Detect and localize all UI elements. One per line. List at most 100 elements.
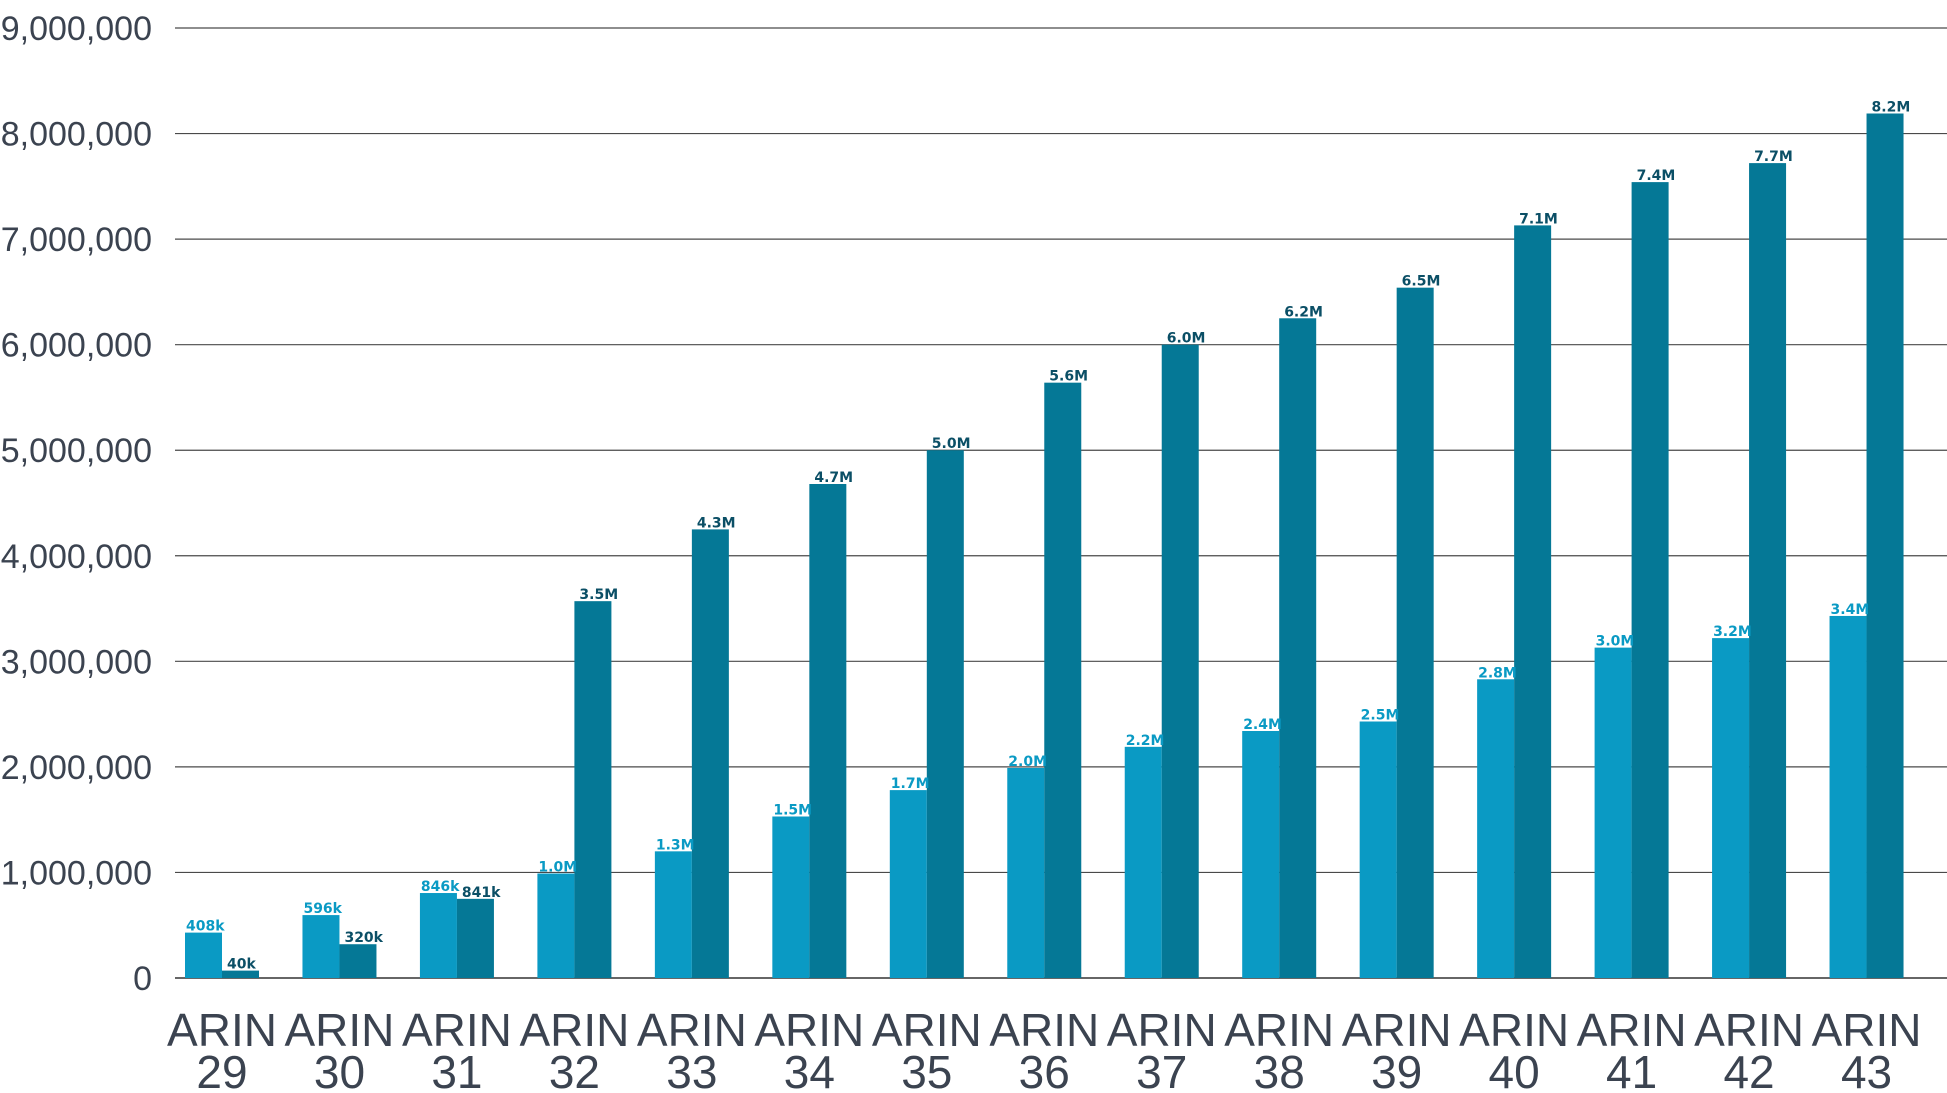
x-tick-label: 29 bbox=[196, 1046, 247, 1093]
y-tick-label: 2,000,000 bbox=[1, 749, 152, 787]
bar-series-1 bbox=[654, 851, 692, 978]
bar-series-1 bbox=[889, 790, 927, 978]
x-tick-label: 39 bbox=[1371, 1046, 1422, 1093]
x-tick-label: ARIN bbox=[285, 1004, 395, 1056]
bar-series-1 bbox=[302, 915, 340, 978]
data-label: 8.2M bbox=[1872, 100, 1911, 116]
bar-series-2 bbox=[574, 601, 612, 978]
x-tick-label: ARIN bbox=[637, 1004, 747, 1056]
y-tick-label: 0 bbox=[133, 960, 152, 998]
data-label: 1.5M bbox=[773, 803, 812, 819]
data-label: 40k bbox=[227, 957, 256, 973]
data-label: 596k bbox=[303, 901, 342, 917]
data-label: 1.0M bbox=[538, 860, 577, 876]
data-label: 3.0M bbox=[1596, 634, 1635, 650]
data-label: 2.8M bbox=[1478, 665, 1517, 681]
data-label: 3.4M bbox=[1831, 602, 1870, 618]
bar-series-2 bbox=[1161, 344, 1199, 979]
y-tick-label: 1,000,000 bbox=[1, 854, 152, 892]
bar-series-2 bbox=[1866, 113, 1904, 978]
x-tick-label: 37 bbox=[1136, 1046, 1187, 1093]
x-tick-label: 43 bbox=[1841, 1046, 1892, 1093]
bar-series-1 bbox=[772, 816, 810, 978]
bar-series-2 bbox=[1514, 225, 1552, 978]
x-tick-label: 42 bbox=[1723, 1046, 1774, 1093]
x-tick-label: ARIN bbox=[519, 1004, 629, 1056]
data-label: 6.2M bbox=[1284, 304, 1323, 320]
data-label: 7.7M bbox=[1754, 149, 1793, 165]
bar-series-2 bbox=[809, 484, 847, 978]
data-label: 1.3M bbox=[656, 837, 695, 853]
data-label: 3.5M bbox=[579, 587, 618, 603]
bar-series-1 bbox=[1242, 731, 1280, 978]
x-tick-label: ARIN bbox=[1694, 1004, 1804, 1056]
y-tick-label: 3,000,000 bbox=[1, 643, 152, 681]
bar-series-1 bbox=[185, 932, 222, 978]
y-tick-label: 5,000,000 bbox=[1, 432, 152, 470]
data-label: 3.2M bbox=[1713, 624, 1752, 640]
data-label: 5.0M bbox=[932, 436, 971, 452]
bar-series-2 bbox=[1396, 287, 1434, 979]
x-tick-label: ARIN bbox=[1459, 1004, 1569, 1056]
data-label: 846k bbox=[421, 879, 460, 895]
x-tick-label: ARIN bbox=[1107, 1004, 1217, 1056]
bar-series-2 bbox=[1279, 318, 1317, 978]
bar-series-2 bbox=[691, 529, 729, 978]
bars bbox=[185, 113, 1904, 979]
x-tick-label: 36 bbox=[1019, 1046, 1070, 1093]
y-tick-label: 7,000,000 bbox=[1, 221, 152, 259]
y-axis-tick-labels: 0 1,000,000 2,000,000 3,000,000 4,000,000 5,0… bbox=[1, 10, 152, 998]
data-label: 2.5M bbox=[1361, 708, 1400, 724]
x-tick-label: 32 bbox=[549, 1046, 600, 1093]
x-tick-label: ARIN bbox=[1812, 1004, 1922, 1056]
x-tick-label: 33 bbox=[666, 1046, 717, 1093]
y-tick-label: 6,000,000 bbox=[1, 327, 152, 365]
x-tick-label: 41 bbox=[1606, 1046, 1657, 1093]
bar-series-1 bbox=[419, 893, 457, 978]
data-label: 408k bbox=[186, 919, 225, 935]
x-tick-label: ARIN bbox=[754, 1004, 864, 1056]
x-tick-label: 40 bbox=[1489, 1046, 1540, 1093]
bar-series-1 bbox=[537, 873, 575, 978]
bar-series-1 bbox=[1712, 638, 1750, 978]
data-label: 5.6M bbox=[1049, 369, 1088, 385]
x-tick-label: 34 bbox=[784, 1046, 835, 1093]
data-label: 6.5M bbox=[1402, 274, 1441, 290]
y-tick-label: 9,000,000 bbox=[1, 10, 152, 48]
data-label: 841k bbox=[462, 885, 501, 901]
data-label: 2.0M bbox=[1008, 754, 1047, 770]
bar-series-1 bbox=[1594, 647, 1632, 978]
data-label: 7.1M bbox=[1519, 211, 1558, 227]
x-tick-label: ARIN bbox=[1224, 1004, 1334, 1056]
bar-series-2 bbox=[1749, 163, 1787, 979]
x-tick-label: ARIN bbox=[167, 1004, 277, 1056]
x-tick-label: ARIN bbox=[989, 1004, 1099, 1056]
data-label: 2.4M bbox=[1243, 717, 1282, 733]
bar-series-2 bbox=[456, 898, 494, 978]
data-label: 4.3M bbox=[697, 515, 736, 531]
bar-series-2 bbox=[1631, 182, 1669, 979]
data-label: 320k bbox=[344, 930, 383, 946]
bar-series-2 bbox=[1044, 382, 1082, 979]
x-tick-label: ARIN bbox=[872, 1004, 982, 1056]
bar-series-1 bbox=[1829, 615, 1867, 978]
bar-series-1 bbox=[1359, 721, 1397, 978]
x-axis-tick-labels: ARIN29ARIN30ARIN31ARIN32ARIN33ARIN34ARIN… bbox=[167, 1004, 1921, 1093]
x-tick-label: ARIN bbox=[402, 1004, 512, 1056]
bar-series-1 bbox=[1007, 767, 1045, 978]
data-label: 7.4M bbox=[1637, 168, 1676, 184]
bar-series-2 bbox=[339, 944, 377, 978]
bar-series-2 bbox=[222, 970, 259, 978]
x-tick-label: ARIN bbox=[1577, 1004, 1687, 1056]
bar-series-2 bbox=[926, 450, 964, 978]
y-tick-label: 8,000,000 bbox=[1, 116, 152, 154]
x-tick-label: 30 bbox=[314, 1046, 365, 1093]
x-tick-label: 38 bbox=[1254, 1046, 1305, 1093]
y-tick-label: 4,000,000 bbox=[1, 538, 152, 576]
data-label: 6.0M bbox=[1167, 331, 1206, 347]
data-label: 1.7M bbox=[891, 776, 930, 792]
data-label: 2.2M bbox=[1126, 733, 1165, 749]
bar-series-1 bbox=[1124, 746, 1162, 978]
